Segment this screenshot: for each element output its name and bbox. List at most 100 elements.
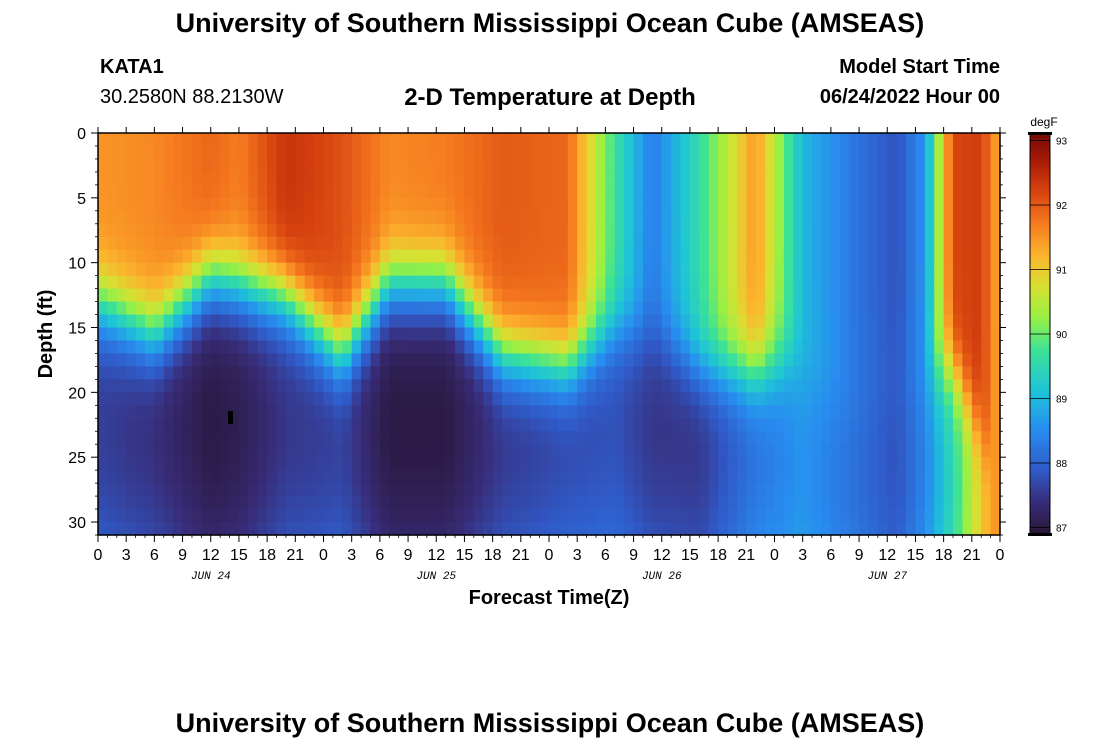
heatmap-cell [483, 509, 494, 523]
heatmap-cell [332, 184, 343, 199]
heatmap-cell [746, 431, 757, 445]
heatmap-cell [417, 457, 428, 471]
heatmap-cell [699, 522, 710, 536]
heatmap-cell [408, 210, 419, 225]
heatmap-cell [689, 197, 700, 212]
heatmap-cell [238, 236, 249, 251]
heatmap-cell [492, 327, 503, 342]
heatmap-cell [445, 133, 456, 147]
heatmap-cell [135, 249, 146, 264]
heatmap-cell [370, 236, 381, 251]
heatmap-cell [812, 223, 823, 238]
heatmap-cell [812, 197, 823, 212]
heatmap-cell [830, 457, 841, 471]
heatmap-cell [830, 197, 841, 212]
heatmap-cell [267, 457, 278, 471]
heatmap-cell [962, 171, 973, 186]
heatmap-cell [154, 210, 165, 225]
heatmap-cell [840, 444, 851, 458]
heatmap-cell [924, 327, 935, 342]
heatmap-cell [107, 275, 118, 290]
heatmap-cell [718, 223, 729, 238]
heatmap-cell [924, 197, 935, 212]
heatmap-cell [126, 210, 137, 225]
heatmap-cell [304, 158, 315, 173]
heatmap-cell [229, 522, 240, 536]
heatmap-cell [502, 353, 513, 368]
heatmap-cell [483, 158, 494, 173]
heatmap-cell [304, 522, 315, 536]
heatmap-cell [295, 340, 306, 355]
heatmap-cell [304, 405, 315, 419]
heatmap-cell [953, 483, 964, 497]
heatmap-cell [746, 223, 757, 238]
heatmap-cell [746, 496, 757, 510]
heatmap-cell [126, 275, 137, 290]
heatmap-cell [248, 379, 259, 393]
heatmap-cell [812, 340, 823, 355]
heatmap-cell [699, 366, 710, 380]
heatmap-cell [116, 145, 127, 160]
heatmap-cell [417, 236, 428, 251]
heatmap-cell [689, 509, 700, 523]
heatmap-cell [379, 236, 390, 251]
heatmap-cell [173, 236, 184, 251]
heatmap-cell [624, 197, 635, 212]
heatmap-cell [953, 444, 964, 458]
heatmap-cell [680, 197, 691, 212]
heatmap-cell [765, 496, 776, 510]
heatmap-cell [135, 340, 146, 355]
heatmap-cell [248, 483, 259, 497]
heatmap-cell [473, 431, 484, 445]
heatmap-cell [520, 470, 531, 484]
heatmap-cell [520, 418, 531, 432]
heatmap-cell [276, 353, 287, 368]
heatmap-cell [661, 509, 672, 523]
heatmap-cell [746, 457, 757, 471]
heatmap-cell [389, 522, 400, 536]
heatmap-cell [614, 405, 625, 419]
heatmap-cell [642, 171, 653, 186]
heatmap-cell [802, 418, 813, 432]
heatmap-cell [98, 496, 108, 510]
heatmap-cell [915, 392, 926, 406]
heatmap-cell [802, 444, 813, 458]
heatmap-cell [877, 522, 888, 536]
colorbar-swatch [1030, 514, 1050, 518]
heatmap-cell [295, 236, 306, 251]
heatmap-cell [398, 340, 409, 355]
heatmap-cell [736, 327, 747, 342]
heatmap-cell [191, 275, 202, 290]
heatmap-cell [530, 509, 541, 523]
heatmap-cell [727, 431, 738, 445]
heatmap-cell [614, 392, 625, 406]
heatmap-cell [718, 158, 729, 173]
heatmap-cell [671, 275, 682, 290]
heatmap-cell [859, 379, 870, 393]
heatmap-cell [107, 496, 118, 510]
heatmap-cell [765, 210, 776, 225]
heatmap-cell [567, 236, 578, 251]
heatmap-cell [182, 392, 193, 406]
heatmap-cell [755, 522, 766, 536]
heatmap-cell [577, 353, 588, 368]
x-tick-label: 3 [798, 547, 807, 564]
colorbar-swatch [1030, 150, 1050, 155]
heatmap-cell [220, 197, 231, 212]
heatmap-cell [511, 353, 522, 368]
heatmap-cell [896, 236, 907, 251]
heatmap-cell [520, 275, 531, 290]
heatmap-cell [238, 171, 249, 186]
heatmap-cell [436, 353, 447, 368]
heatmap-cell [295, 366, 306, 380]
heatmap-cell [586, 184, 597, 199]
heatmap-cell [624, 405, 635, 419]
heatmap-cell [887, 314, 898, 329]
heatmap-cell [144, 353, 155, 368]
colorbar-swatch [1030, 330, 1050, 335]
heatmap-cell [455, 509, 466, 523]
heatmap-cell [98, 223, 108, 238]
heatmap-cell [530, 496, 541, 510]
heatmap-cell [201, 223, 212, 238]
heatmap-cell [793, 392, 804, 406]
